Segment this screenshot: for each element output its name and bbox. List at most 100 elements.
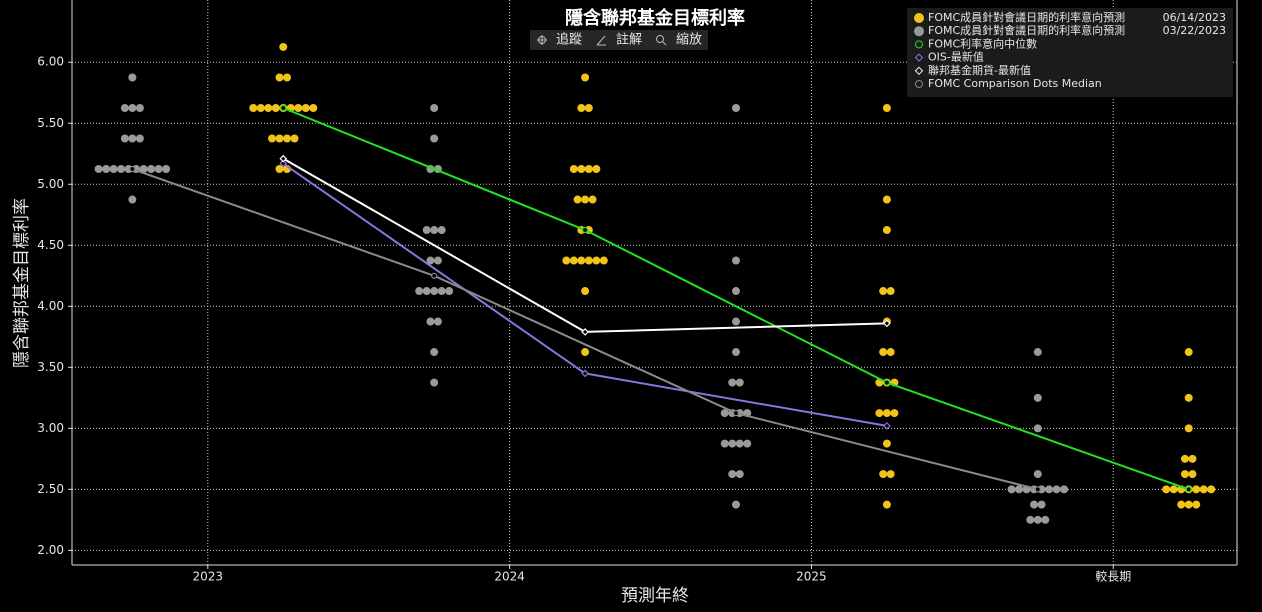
legend-label: FOMC利率意向中位數 bbox=[928, 36, 1037, 50]
dot bbox=[422, 287, 431, 296]
dot bbox=[890, 409, 899, 418]
line-marker bbox=[883, 319, 891, 328]
dot bbox=[268, 134, 277, 143]
dot bbox=[1033, 393, 1042, 402]
grid-layer bbox=[68, 0, 1237, 569]
dot bbox=[128, 195, 137, 204]
dot bbox=[1177, 500, 1186, 509]
dot bbox=[879, 287, 888, 296]
legend-date: 06/14/2023 bbox=[1163, 11, 1226, 24]
legend-marker bbox=[915, 80, 923, 88]
dot bbox=[1026, 515, 1035, 524]
chart-title: 隱含聯邦基金目標利率 bbox=[565, 7, 745, 29]
dot bbox=[1033, 348, 1042, 357]
dot bbox=[94, 165, 103, 174]
dot bbox=[437, 226, 446, 235]
line-marker bbox=[883, 422, 891, 430]
y-tick-label: 2.00 bbox=[37, 543, 64, 557]
dot bbox=[1184, 393, 1193, 402]
dot bbox=[728, 470, 737, 479]
dot bbox=[430, 226, 439, 235]
dot bbox=[569, 256, 578, 265]
dot bbox=[592, 256, 601, 265]
dot bbox=[1180, 454, 1189, 463]
dot bbox=[275, 165, 284, 174]
dot bbox=[1015, 485, 1024, 494]
dot bbox=[584, 165, 593, 174]
dot bbox=[731, 103, 740, 112]
dot bbox=[426, 256, 435, 265]
line-marker bbox=[279, 159, 288, 168]
dot bbox=[1192, 485, 1201, 494]
dot bbox=[301, 103, 310, 112]
dot bbox=[120, 103, 129, 112]
dot bbox=[1037, 500, 1046, 509]
dot bbox=[720, 439, 729, 448]
y-tick-label: 5.50 bbox=[37, 116, 64, 130]
dot bbox=[1030, 500, 1039, 509]
dot bbox=[581, 287, 590, 296]
y-tick-label: 2.50 bbox=[37, 482, 64, 496]
legend-bg bbox=[907, 8, 1233, 98]
line-marker bbox=[732, 409, 740, 417]
legend-label: 聯邦基金期貨-最新值 bbox=[928, 63, 1031, 77]
dot bbox=[577, 256, 586, 265]
dot bbox=[1184, 348, 1193, 357]
dot bbox=[735, 378, 744, 387]
dot bbox=[256, 103, 265, 112]
x-tick-label: 較長期 bbox=[1095, 569, 1131, 584]
dot bbox=[735, 439, 744, 448]
toolbar-label[interactable]: 追蹤 bbox=[556, 32, 582, 48]
toolbar-label[interactable]: 註解 bbox=[616, 33, 642, 48]
dot bbox=[728, 378, 737, 387]
dot bbox=[1007, 485, 1016, 494]
dot bbox=[1060, 485, 1069, 494]
line-marker bbox=[279, 154, 288, 163]
dot bbox=[735, 470, 744, 479]
dot bbox=[128, 134, 137, 143]
dot bbox=[882, 439, 891, 448]
zoom-icon bbox=[656, 35, 664, 43]
dot bbox=[1033, 424, 1042, 433]
line-marker bbox=[431, 272, 438, 279]
dot bbox=[102, 165, 111, 174]
median-line bbox=[132, 168, 1039, 491]
line-marker bbox=[883, 379, 890, 386]
legend-marker bbox=[914, 66, 924, 76]
dot bbox=[1207, 485, 1216, 494]
dot bbox=[249, 103, 258, 112]
dot bbox=[430, 287, 439, 296]
dot bbox=[581, 195, 590, 204]
dot bbox=[577, 103, 586, 112]
dot bbox=[882, 195, 891, 204]
zoom-button[interactable]: 縮放 bbox=[656, 32, 703, 48]
x-axis-label: 預測年終 bbox=[621, 586, 689, 606]
legend-marker bbox=[914, 53, 924, 62]
dot bbox=[430, 378, 439, 387]
track-button[interactable]: 追蹤 bbox=[537, 32, 582, 48]
dot bbox=[720, 409, 729, 418]
dot bbox=[1199, 485, 1208, 494]
dot bbox=[731, 256, 740, 265]
dot bbox=[135, 134, 144, 143]
dot bbox=[599, 256, 608, 265]
dot bbox=[154, 165, 163, 174]
y-tick-label: 3.00 bbox=[37, 421, 64, 435]
dot bbox=[422, 226, 431, 235]
dot bbox=[584, 256, 593, 265]
legend-label: FOMC成員針對會議日期的利率意向預測 bbox=[928, 23, 1125, 37]
dot bbox=[1188, 454, 1197, 463]
legend-label: OIS-最新值 bbox=[928, 50, 984, 64]
dot bbox=[294, 103, 303, 112]
dot bbox=[117, 165, 126, 174]
annotate-button[interactable]: 註解 bbox=[596, 33, 642, 48]
dot bbox=[882, 409, 891, 418]
dot bbox=[128, 103, 137, 112]
dot bbox=[430, 348, 439, 357]
toolbar-bg bbox=[530, 30, 708, 50]
dot bbox=[731, 500, 740, 509]
median-line bbox=[282, 107, 1190, 491]
dot bbox=[135, 103, 144, 112]
toolbar-label[interactable]: 縮放 bbox=[676, 32, 702, 48]
dot bbox=[1052, 485, 1061, 494]
